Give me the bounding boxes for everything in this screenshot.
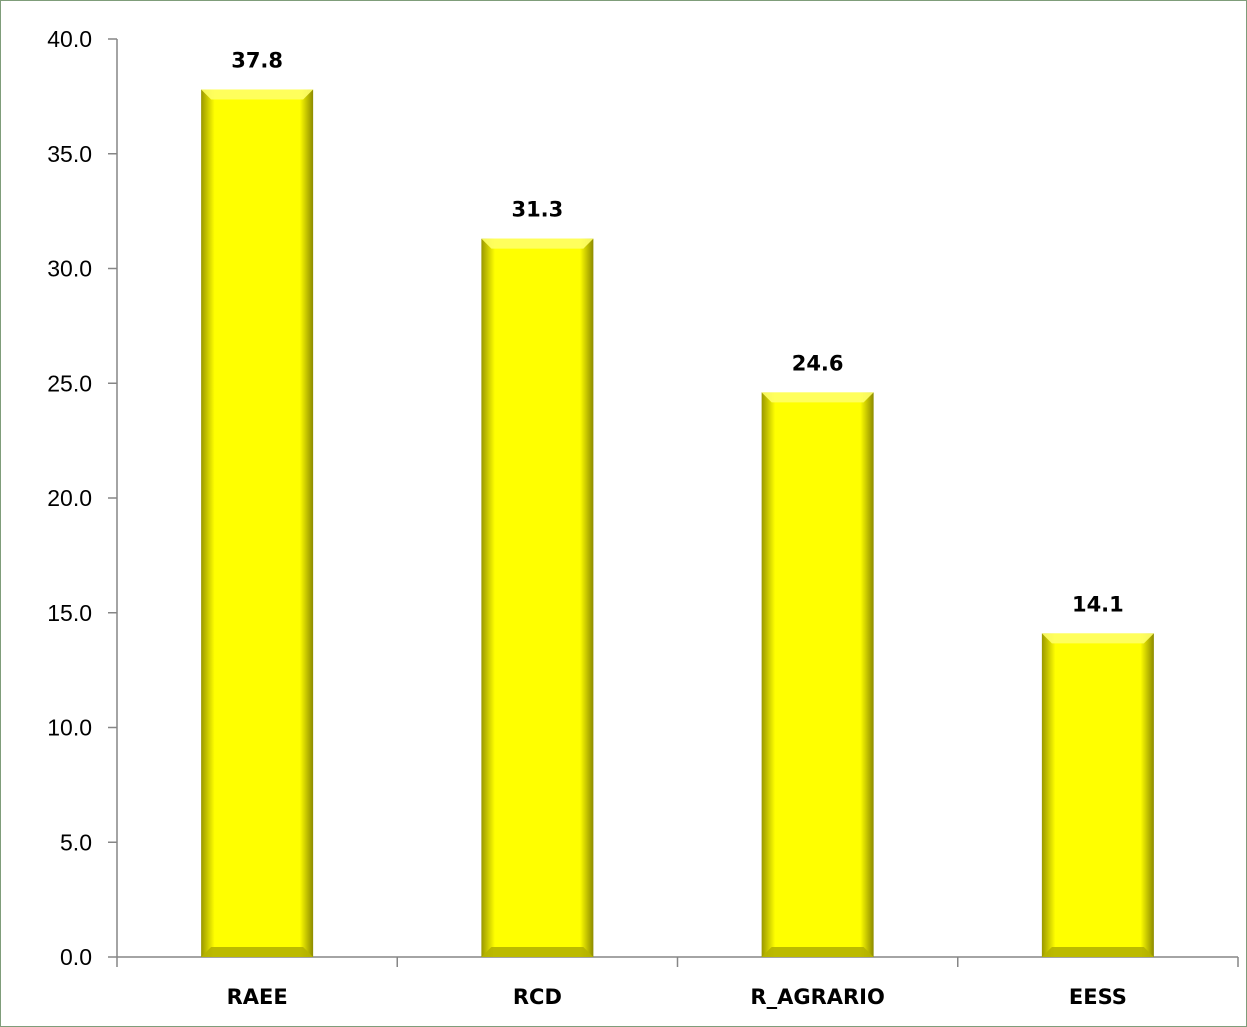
bar-body [761, 392, 874, 957]
y-tick-label: 5.0 [60, 829, 92, 855]
data-labels: 37.8 31.3 24.6 14.1 [231, 48, 1124, 616]
category-label: R_AGRARIO [750, 985, 884, 1009]
data-label: 31.3 [511, 198, 563, 222]
bar-body [201, 89, 314, 958]
y-tick-label: 20.0 [47, 485, 92, 511]
bar-top-bevel [761, 392, 874, 403]
bar-top-bevel [1041, 633, 1154, 644]
category-label: EESS [1069, 985, 1127, 1009]
data-label: 24.6 [792, 351, 844, 375]
y-axis: 0.0 5.0 10.0 15.0 20.0 25.0 30.0 35.0 40.0 [47, 26, 118, 970]
category-label: RCD [513, 985, 562, 1009]
bar-bottom-bevel [481, 947, 594, 957]
y-tick-label: 15.0 [47, 600, 92, 626]
data-label: 14.1 [1072, 592, 1124, 616]
y-tick-label: 25.0 [47, 370, 92, 396]
bar [761, 392, 874, 957]
bar [201, 89, 314, 958]
bar-body [1041, 633, 1154, 957]
x-axis: RAEE RCD R_AGRARIO EESS [116, 956, 1239, 1009]
bar-bottom-bevel [1041, 947, 1154, 957]
y-tick-label: 35.0 [47, 141, 92, 167]
bar [1041, 633, 1154, 957]
bar [481, 238, 594, 958]
bar-bottom-bevel [761, 947, 874, 957]
data-label: 37.8 [231, 48, 283, 72]
y-tick-label: 10.0 [47, 715, 92, 741]
category-label: RAEE [227, 985, 288, 1009]
bars [201, 89, 1154, 958]
y-tick-label: 0.0 [60, 944, 92, 970]
bar-top-bevel [201, 89, 314, 100]
bar-top-bevel [481, 238, 594, 249]
y-tick-label: 30.0 [47, 256, 92, 282]
y-tick-label: 40.0 [47, 26, 92, 52]
bar-bottom-bevel [201, 947, 314, 957]
bar-body [481, 238, 594, 958]
